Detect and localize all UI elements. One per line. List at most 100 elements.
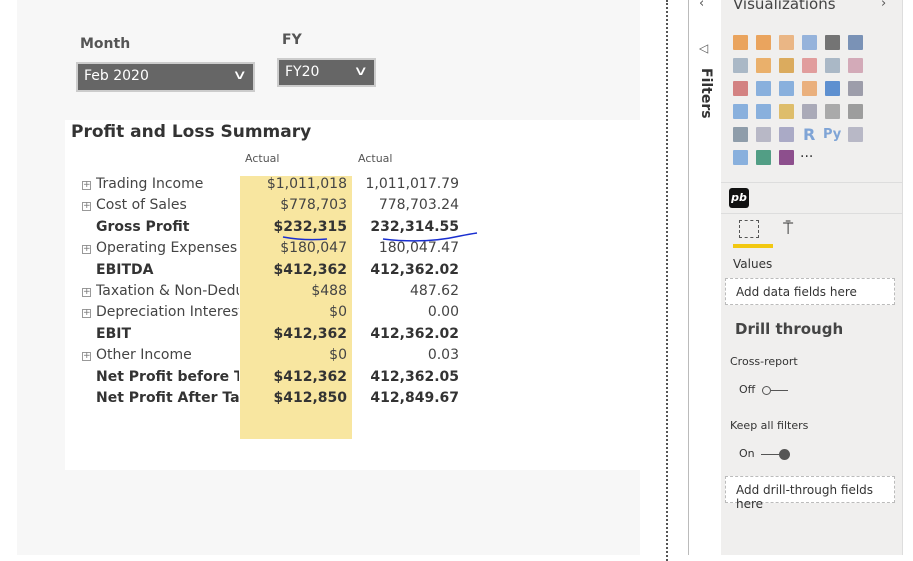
row-label: Other Income: [96, 347, 192, 364]
stacked-bar-icon[interactable]: [733, 35, 748, 50]
table-row[interactable]: + Cost of Sales $778,703 778,703.24: [65, 197, 485, 219]
clustered-column-icon[interactable]: [802, 35, 817, 50]
visualizations-pane: Visualizations › R Py ··· pb ⍑ Values Add …: [721, 0, 903, 555]
expand-icon[interactable]: +: [82, 287, 91, 297]
table-row[interactable]: + Other Income $0 0.03: [65, 347, 485, 369]
table-row[interactable]: Net Profit before Tax $412,362 412,362.05: [65, 369, 485, 391]
key-influencers-icon[interactable]: [848, 127, 863, 142]
expand-icon[interactable]: +: [82, 308, 91, 319]
row-label: EBIT: [96, 325, 131, 342]
gauge-icon[interactable]: [779, 104, 794, 119]
multirow-card-icon[interactable]: [825, 104, 840, 119]
month-slicer-label: Month: [80, 36, 131, 52]
actual-value: $232,315: [273, 218, 347, 235]
treemap-icon[interactable]: [848, 81, 863, 96]
filters-pane-collapsed[interactable]: ‹ ▽ Filters: [688, 0, 721, 555]
row-label: Trading Income: [96, 176, 204, 192]
visual-type-grid: R Py ···: [731, 33, 869, 171]
table-row[interactable]: Net Profit After Tax $412,850 412,849.67: [65, 390, 485, 412]
actual-value: $412,362: [273, 261, 347, 278]
table-row[interactable]: EBITDA $412,362 412,362.02: [65, 262, 485, 284]
actual-value: $778,703: [280, 197, 347, 214]
month-slicer-dropdown[interactable]: Feb 2020 ∨: [76, 62, 255, 92]
toggle-track: [761, 453, 780, 455]
stacked-column-icon[interactable]: [756, 35, 771, 50]
row-label: Operating Expenses: [96, 240, 238, 257]
column-header-actual-2[interactable]: Actual: [358, 152, 393, 165]
ribbon-icon[interactable]: [848, 58, 863, 73]
expand-icon[interactable]: +: [82, 244, 91, 255]
drill-through-heading: Drill through: [735, 320, 844, 338]
card-icon[interactable]: [802, 104, 817, 119]
actual-value: $0: [329, 347, 347, 364]
map-icon[interactable]: [733, 104, 748, 119]
custom-visual-pb-icon[interactable]: pb: [729, 188, 749, 208]
fy-slicer-dropdown[interactable]: FY20 ∨: [277, 58, 376, 87]
more-icon[interactable]: ···: [800, 149, 814, 165]
power-apps-icon[interactable]: [779, 150, 794, 165]
underline-annotation-2: [382, 232, 478, 242]
keep-filters-toggle[interactable]: On: [739, 447, 791, 460]
matrix-icon[interactable]: [779, 127, 794, 142]
slicer-icon[interactable]: [733, 127, 748, 142]
fields-tab-icon[interactable]: [739, 220, 759, 238]
profit-loss-matrix[interactable]: Profit and Loss Summary Actual Actual + T…: [65, 120, 640, 470]
table-row[interactable]: + Operating Expenses $180,047 180,047.47: [65, 240, 485, 262]
area-icon[interactable]: [756, 58, 771, 73]
table-row[interactable]: Gross Profit $232,315 232,314.55: [65, 219, 485, 241]
filled-map-icon[interactable]: [756, 104, 771, 119]
actual-value-precise: 412,849.67: [370, 390, 459, 406]
waterfall-icon[interactable]: [733, 81, 748, 96]
actual-value: $412,362: [273, 325, 347, 342]
table-row[interactable]: + Trading Income $1,011,018 1,011,017.79: [65, 176, 485, 198]
scatter-icon[interactable]: [779, 81, 794, 96]
stacked-area-icon[interactable]: [779, 58, 794, 73]
python-visual-icon[interactable]: Py: [823, 127, 842, 142]
table-row[interactable]: + Depreciation Interest $0 0.00: [65, 304, 485, 326]
row-label: Depreciation Interest: [96, 304, 239, 321]
table-icon[interactable]: [756, 127, 771, 142]
row-label: Net Profit After Tax: [96, 390, 239, 406]
toggle-knob-off: [761, 385, 771, 395]
funnel-icon[interactable]: [756, 81, 771, 96]
row-label: Net Profit before Tax: [96, 368, 239, 385]
line-icon[interactable]: [733, 58, 748, 73]
row-label: Gross Profit: [96, 218, 190, 235]
canvas-boundary: [666, 0, 668, 561]
chevron-left-icon[interactable]: ‹: [699, 0, 705, 11]
expand-icon[interactable]: +: [82, 201, 91, 212]
line-clustered-icon[interactable]: [825, 58, 840, 73]
format-paint-roller-icon[interactable]: ⍑: [783, 219, 794, 239]
cross-report-toggle[interactable]: Off: [739, 383, 788, 396]
r-visual-icon[interactable]: R: [803, 125, 816, 144]
100-bar-icon[interactable]: [825, 35, 840, 50]
drill-through-field-well[interactable]: Add drill-through fields here: [725, 476, 895, 511]
actual-value-precise: 1,011,017.79: [365, 176, 459, 192]
pie-icon[interactable]: [802, 81, 817, 96]
line-column-icon[interactable]: [802, 58, 817, 73]
chevron-down-icon: ∨: [353, 64, 369, 79]
filters-label: Filters: [698, 68, 714, 119]
table-row[interactable]: EBIT $412,362 412,362.02: [65, 326, 485, 348]
chevron-right-icon[interactable]: ›: [881, 0, 887, 11]
actual-value-precise: 180,047.47: [378, 240, 459, 257]
column-header-actual-1[interactable]: Actual: [245, 152, 280, 165]
actual-value: $1,011,018: [266, 176, 347, 192]
expand-icon[interactable]: +: [82, 351, 91, 362]
kpi-icon[interactable]: [848, 104, 863, 119]
actual-value: $0: [329, 304, 347, 321]
keep-filters-label: Keep all filters: [730, 419, 809, 432]
donut-icon[interactable]: [825, 81, 840, 96]
100-column-icon[interactable]: [848, 35, 863, 50]
month-slicer-value: Feb 2020: [84, 68, 149, 84]
clustered-bar-icon[interactable]: [779, 35, 794, 50]
fy-slicer-label: FY: [282, 32, 302, 48]
actual-value: $488: [311, 283, 347, 299]
qna-icon[interactable]: [733, 150, 748, 165]
values-field-well[interactable]: Add data fields here: [725, 278, 895, 305]
values-label: Values: [733, 257, 773, 271]
table-row[interactable]: + Taxation & Non-Deductible $488 487.62: [65, 283, 485, 305]
expand-icon[interactable]: +: [82, 180, 91, 190]
chevron-down-icon: ∨: [232, 68, 248, 83]
globe-icon[interactable]: [756, 150, 771, 165]
